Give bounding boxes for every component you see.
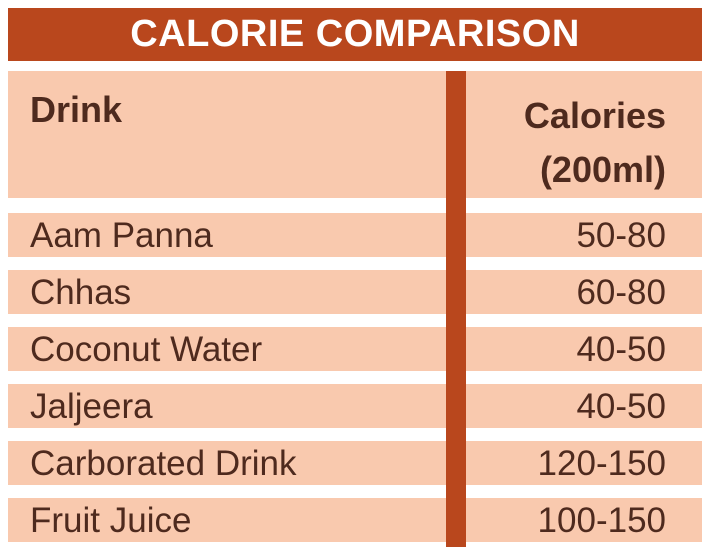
column-header-calories: Calories (200ml)	[524, 89, 666, 197]
cell-calories: 40-50	[576, 330, 666, 369]
cell-drink: Jaljeera	[30, 387, 153, 426]
table-title: CALORIE COMPARISON	[8, 8, 702, 61]
cell-calories: 60-80	[576, 273, 666, 312]
cell-drink: Fruit Juice	[30, 501, 192, 540]
column-divider	[446, 71, 466, 547]
table-row: Carborated Drink 120-150	[8, 441, 702, 485]
table-row: Fruit Juice 100-150	[8, 498, 702, 542]
cell-calories: 50-80	[576, 216, 666, 255]
column-header-calories-unit: (200ml)	[539, 149, 666, 190]
table-row: Coconut Water 40-50	[8, 327, 702, 371]
cell-drink: Aam Panna	[30, 216, 213, 255]
cell-drink: Carborated Drink	[30, 444, 297, 483]
table-row: Aam Panna 50-80	[8, 213, 702, 257]
cell-calories: 40-50	[576, 387, 666, 426]
column-header-calories-line1: Calories	[523, 95, 666, 136]
table-row: Jaljeera 40-50	[8, 384, 702, 428]
cell-calories: 120-150	[537, 444, 666, 483]
table-row: Chhas 60-80	[8, 270, 702, 314]
column-header-drink: Drink	[30, 89, 123, 130]
cell-calories: 100-150	[537, 501, 666, 540]
cell-drink: Chhas	[30, 273, 132, 312]
header-row: Drink Calories (200ml)	[8, 71, 702, 198]
cell-drink: Coconut Water	[30, 330, 263, 369]
